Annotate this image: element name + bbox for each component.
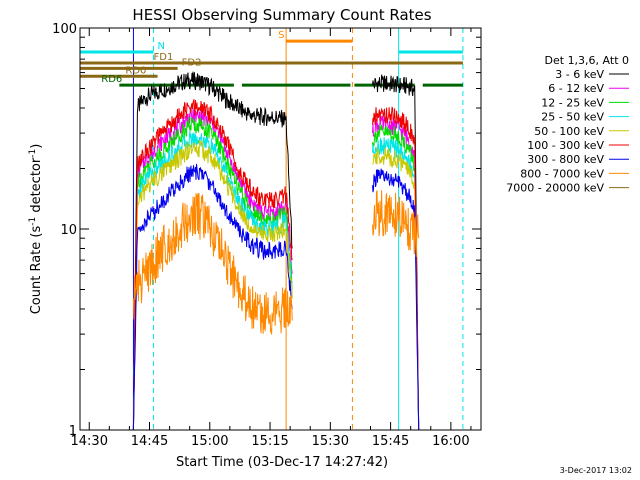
legend-label: 7000 - 20000 keV — [506, 182, 604, 195]
x-axis-label: Start Time (03-Dec-17 14:27:42) — [176, 455, 388, 470]
series-line — [132, 130, 293, 431]
x-tick-label: 16:00 — [432, 434, 469, 449]
x-tick-label: 15:00 — [191, 434, 228, 449]
legend-label: 6 - 12 keV — [548, 82, 604, 95]
series-line — [372, 190, 420, 257]
y-tick-label: 10 — [60, 223, 77, 238]
flag-bar-label: RD0 — [125, 65, 146, 76]
y-tick-label: 100 — [52, 22, 77, 37]
legend-label: 100 - 300 keV — [527, 139, 604, 152]
y-axis: 1 10 100 — [52, 22, 481, 439]
legend-label: 800 - 7000 keV — [520, 167, 604, 180]
x-axis: 14:30 14:45 15:00 15:15 15:30 15:45 16:00 — [71, 28, 472, 449]
flag-bar-label: S — [278, 30, 284, 41]
series-line — [132, 163, 293, 431]
chart-title: HESSI Observing Summary Count Rates — [132, 6, 431, 24]
series-line — [372, 137, 420, 431]
x-tick-label: 15:30 — [312, 434, 349, 449]
flag-bar-label: FD1 — [154, 52, 174, 63]
series-line — [372, 168, 420, 431]
series-line — [372, 124, 420, 431]
legend-label: 50 - 100 keV — [534, 125, 604, 138]
flag-bar-label: N — [158, 41, 165, 52]
footer-timestamp: 3-Dec-2017 13:02 — [560, 466, 632, 475]
legend-label: 25 - 50 keV — [541, 111, 604, 124]
x-tick-label: 14:45 — [131, 434, 168, 449]
flag-bar-label: FD2 — [182, 57, 202, 68]
series-line — [132, 139, 293, 431]
legend-label: 3 - 6 keV — [555, 68, 604, 81]
legend-label: 12 - 25 keV — [541, 96, 604, 109]
series-line — [372, 147, 420, 431]
legend-header: Det 1,3,6, Att 0 — [545, 54, 629, 67]
x-tick-label: 14:30 — [71, 434, 108, 449]
series-line — [132, 71, 293, 431]
x-tick-label: 15:45 — [372, 434, 409, 449]
series-line — [132, 99, 293, 431]
x-tick-label: 15:15 — [251, 434, 288, 449]
series-line — [372, 106, 420, 431]
series-line — [372, 74, 420, 431]
y-axis-label: Count Rate (s-1 detector-1) — [28, 144, 44, 315]
series-line — [132, 193, 293, 335]
flag-bar-label: RD6 — [101, 74, 122, 85]
legend-label: 300 - 800 keV — [527, 153, 604, 166]
y-tick-label: 1 — [69, 424, 77, 439]
